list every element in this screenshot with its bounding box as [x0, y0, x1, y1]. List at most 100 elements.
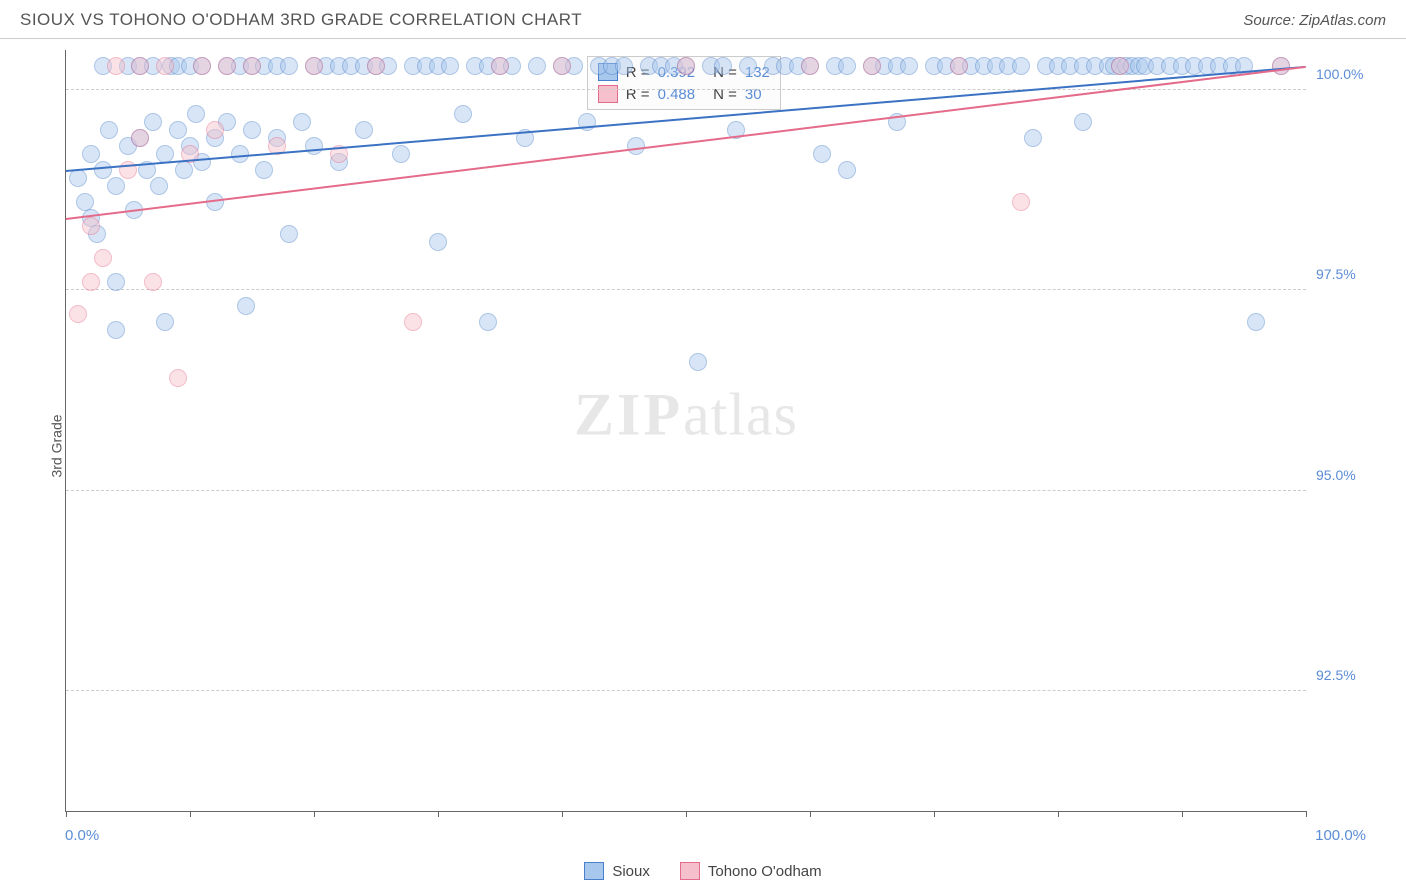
- data-point: [82, 273, 100, 291]
- regression-row: R = 0.488 N = 30: [598, 83, 770, 105]
- watermark-bold: ZIP: [574, 382, 683, 448]
- data-point: [305, 137, 323, 155]
- data-point: [82, 145, 100, 163]
- data-point: [739, 57, 757, 75]
- source-name: ZipAtlas.com: [1299, 12, 1386, 29]
- x-tick: [934, 811, 935, 817]
- data-point: [243, 121, 261, 139]
- y-tick-label: 92.5%: [1316, 667, 1376, 683]
- n-value: 30: [745, 86, 762, 103]
- chart-title: SIOUX VS TOHONO O'ODHAM 3RD GRADE CORREL…: [20, 10, 582, 30]
- data-point: [900, 57, 918, 75]
- plot-area: ZIPatlas R =0.392N =132R =0.488N = 30 92…: [65, 50, 1306, 812]
- gridline: [66, 690, 1306, 691]
- data-point: [479, 313, 497, 331]
- data-point: [237, 297, 255, 315]
- data-point: [404, 313, 422, 331]
- data-point: [863, 57, 881, 75]
- data-point: [838, 57, 856, 75]
- data-point: [677, 57, 695, 75]
- data-point: [813, 145, 831, 163]
- data-point: [144, 113, 162, 131]
- r-value: 0.488: [658, 86, 696, 103]
- data-point: [193, 57, 211, 75]
- data-point: [1247, 313, 1265, 331]
- data-point: [156, 313, 174, 331]
- data-point: [1012, 57, 1030, 75]
- data-point: [367, 57, 385, 75]
- data-point: [169, 369, 187, 387]
- x-tick: [1306, 811, 1307, 817]
- legend-item: Sioux: [584, 862, 650, 880]
- x-tick: [562, 811, 563, 817]
- x-tick: [66, 811, 67, 817]
- x-tick: [1058, 811, 1059, 817]
- data-point: [293, 113, 311, 131]
- data-point: [615, 57, 633, 75]
- x-axis-max-label: 100.0%: [1315, 827, 1366, 844]
- data-point: [280, 57, 298, 75]
- data-point: [950, 57, 968, 75]
- data-point: [150, 177, 168, 195]
- data-point: [1024, 129, 1042, 147]
- data-point: [553, 57, 571, 75]
- data-point: [131, 57, 149, 75]
- legend-label: Sioux: [612, 863, 650, 880]
- data-point: [69, 305, 87, 323]
- data-point: [255, 161, 273, 179]
- data-point: [107, 177, 125, 195]
- data-point: [689, 353, 707, 371]
- data-point: [429, 233, 447, 251]
- x-tick: [314, 811, 315, 817]
- y-axis-label: 3rd Grade: [49, 414, 65, 477]
- x-tick: [190, 811, 191, 817]
- x-tick: [1182, 811, 1183, 817]
- data-point: [441, 57, 459, 75]
- n-label: N =: [713, 86, 737, 103]
- x-tick: [438, 811, 439, 817]
- data-point: [491, 57, 509, 75]
- data-point: [169, 121, 187, 139]
- x-tick: [686, 811, 687, 817]
- y-tick-label: 100.0%: [1316, 66, 1376, 82]
- data-point: [1272, 57, 1290, 75]
- x-tick: [810, 811, 811, 817]
- data-point: [801, 57, 819, 75]
- data-point: [156, 57, 174, 75]
- data-point: [218, 57, 236, 75]
- chart-header: SIOUX VS TOHONO O'ODHAM 3RD GRADE CORREL…: [0, 0, 1406, 39]
- data-point: [187, 105, 205, 123]
- y-tick-label: 95.0%: [1316, 467, 1376, 483]
- series-swatch: [598, 85, 618, 103]
- data-point: [1111, 57, 1129, 75]
- y-tick-label: 97.5%: [1316, 266, 1376, 282]
- source-prefix: Source:: [1243, 12, 1299, 29]
- gridline: [66, 289, 1306, 290]
- data-point: [206, 121, 224, 139]
- legend-swatch: [584, 862, 604, 880]
- data-point: [107, 57, 125, 75]
- legend-item: Tohono O'odham: [680, 862, 822, 880]
- data-point: [131, 129, 149, 147]
- source-attribution: Source: ZipAtlas.com: [1243, 12, 1386, 29]
- data-point: [94, 161, 112, 179]
- data-point: [280, 225, 298, 243]
- data-point: [1012, 193, 1030, 211]
- r-label: R =: [626, 86, 650, 103]
- data-point: [714, 57, 732, 75]
- gridline: [66, 490, 1306, 491]
- chart-area: 3rd Grade ZIPatlas R =0.392N =132R =0.48…: [20, 50, 1386, 842]
- legend: Sioux Tohono O'odham: [0, 862, 1406, 880]
- data-point: [1074, 113, 1092, 131]
- data-point: [528, 57, 546, 75]
- data-point: [454, 105, 472, 123]
- data-point: [100, 121, 118, 139]
- watermark-rest: atlas: [683, 382, 798, 448]
- legend-label: Tohono O'odham: [708, 863, 822, 880]
- x-axis-min-label: 0.0%: [65, 827, 99, 844]
- data-point: [69, 169, 87, 187]
- data-point: [243, 57, 261, 75]
- data-point: [838, 161, 856, 179]
- watermark: ZIPatlas: [574, 381, 798, 450]
- data-point: [175, 161, 193, 179]
